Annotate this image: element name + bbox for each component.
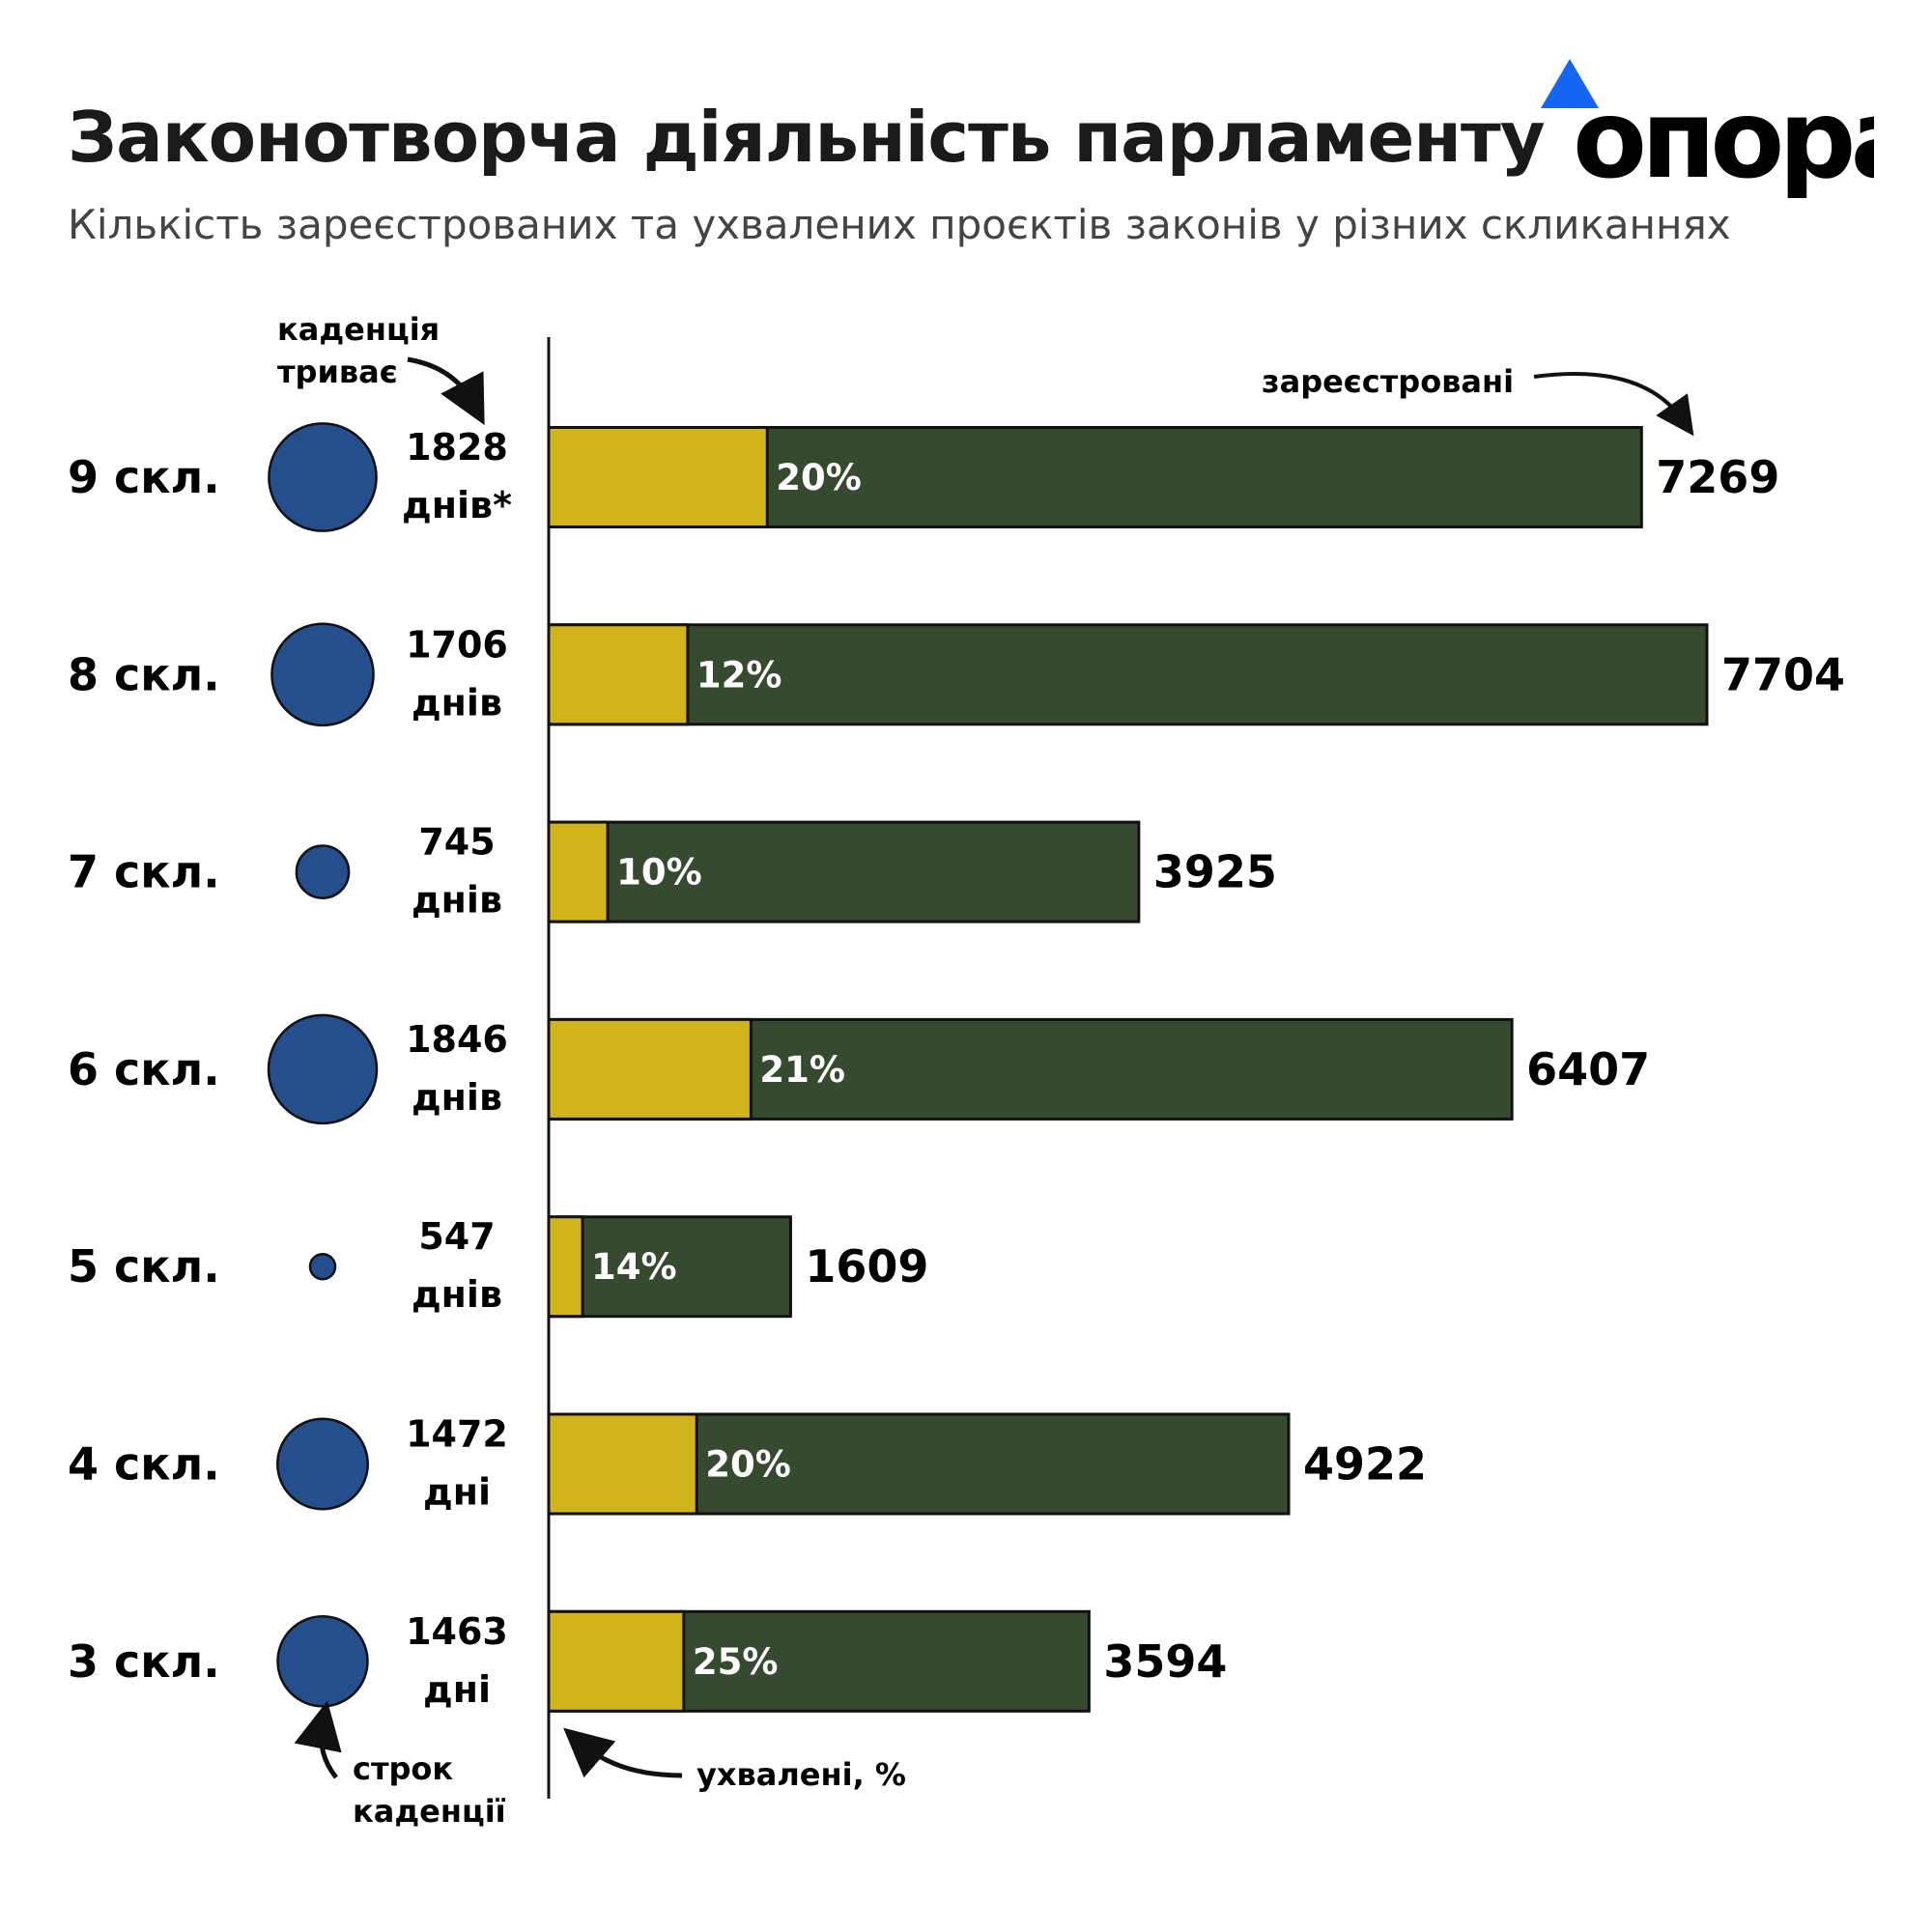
term-circle xyxy=(270,622,375,727)
annotation-ongoing-line2: триває xyxy=(277,354,398,390)
page-title: Законотворча діяльність парламенту xyxy=(68,97,1546,178)
arrow-registered-icon xyxy=(1533,372,1694,437)
registered-value-label: 3925 xyxy=(1153,846,1277,898)
bar-registered xyxy=(547,623,1709,726)
opora-logo: опора xyxy=(1541,59,1874,198)
registered-value-label: 1609 xyxy=(805,1240,928,1293)
logo-triangle-icon xyxy=(1541,59,1599,108)
term-days-unit: днів* xyxy=(402,484,512,526)
bar-approved xyxy=(547,1017,753,1121)
term-circle xyxy=(268,422,378,532)
category-label: 7 скл. xyxy=(68,846,220,898)
term-days-unit: днів xyxy=(412,1076,502,1119)
annotation-term-line1: строк xyxy=(353,1750,453,1787)
annotation-ongoing-line1: каденція xyxy=(277,311,440,348)
approved-percent-label: 12% xyxy=(696,654,782,696)
bar-approved xyxy=(547,1215,584,1319)
term-circle xyxy=(267,1013,379,1125)
term-days-value: 1706 xyxy=(406,623,508,666)
category-label: 4 скл. xyxy=(68,1438,220,1491)
arrow-term-icon xyxy=(294,1700,342,1779)
annotation-term-line2: каденції xyxy=(353,1793,506,1830)
approved-percent-label: 10% xyxy=(616,852,702,894)
page-subtitle: Кількість зареєстрованих та ухвалених пр… xyxy=(68,201,1731,248)
annotation-registered: зареєстровані xyxy=(1262,363,1514,400)
term-days-value: 1828 xyxy=(406,426,508,469)
approved-percent-label: 21% xyxy=(759,1049,845,1091)
term-days-value: 1463 xyxy=(406,1610,508,1653)
arrow-approved-icon xyxy=(563,1727,683,1778)
term-days-unit: дні xyxy=(423,1471,491,1514)
registered-value-label: 4922 xyxy=(1303,1438,1427,1491)
term-circle xyxy=(276,1615,369,1708)
term-days-unit: днів xyxy=(412,1273,502,1316)
logo-text: опора xyxy=(1573,77,1874,198)
term-days-value: 547 xyxy=(418,1215,495,1258)
approved-percent-label: 14% xyxy=(591,1246,677,1288)
annotation-approved: ухвалені, % xyxy=(696,1756,906,1793)
term-circle xyxy=(308,1252,337,1281)
approved-percent-label: 20% xyxy=(705,1444,791,1486)
registered-value-label: 3594 xyxy=(1103,1635,1227,1688)
term-days-unit: днів xyxy=(412,681,502,724)
term-days-unit: днів xyxy=(412,879,502,922)
bar-approved xyxy=(547,623,690,726)
arrow-ongoing-icon xyxy=(407,356,485,426)
category-label: 6 скл. xyxy=(68,1043,220,1095)
term-days-value: 1472 xyxy=(406,1413,508,1456)
category-label: 5 скл. xyxy=(68,1240,220,1293)
bar-approved xyxy=(547,1609,686,1713)
term-circle xyxy=(276,1417,369,1511)
term-circle xyxy=(295,844,351,899)
term-days-unit: дні xyxy=(423,1668,491,1711)
approved-percent-label: 20% xyxy=(776,457,862,498)
category-label: 3 скл. xyxy=(68,1635,220,1688)
registered-value-label: 7269 xyxy=(1656,451,1779,503)
registered-value-label: 6407 xyxy=(1526,1043,1650,1095)
bar-approved xyxy=(547,426,769,528)
approved-percent-label: 25% xyxy=(693,1641,779,1683)
term-days-value: 1846 xyxy=(406,1018,508,1061)
term-days-value: 745 xyxy=(418,821,495,864)
category-label: 8 скл. xyxy=(68,648,220,700)
bar-registered xyxy=(547,1215,792,1319)
bar-approved xyxy=(547,820,610,923)
category-label: 9 скл. xyxy=(68,451,220,503)
registered-value-label: 7704 xyxy=(1721,648,1845,700)
bar-approved xyxy=(547,1412,698,1516)
